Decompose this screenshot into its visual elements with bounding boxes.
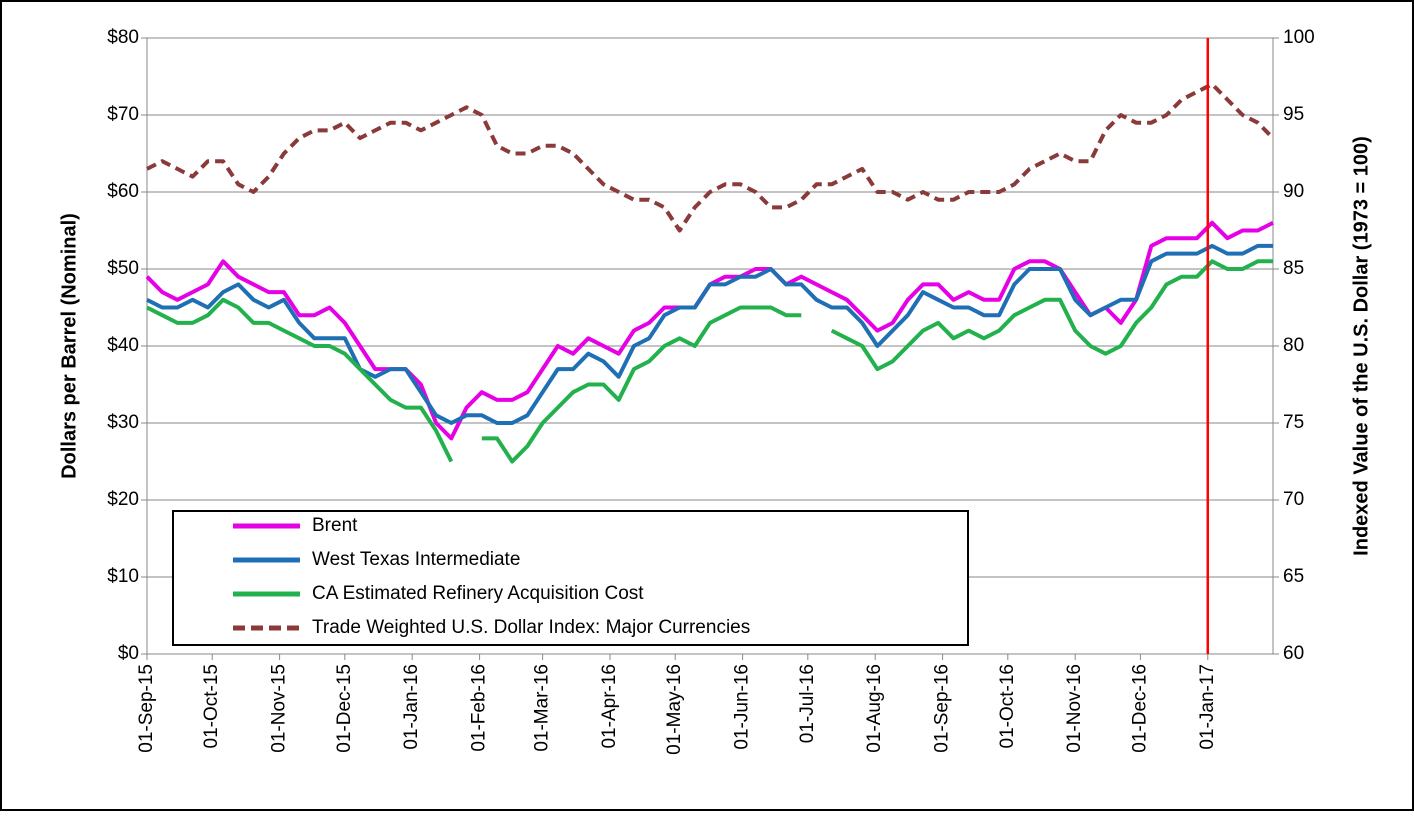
y-tick-label: $70 xyxy=(107,104,139,125)
y-tick-label: $0 xyxy=(118,643,139,664)
y-tick-label: $80 xyxy=(107,27,139,48)
legend-label: Trade Weighted U.S. Dollar Index: Major … xyxy=(312,617,750,638)
y2-tick-label: 75 xyxy=(1283,412,1304,433)
x-tick-label: 01-Apr-16 xyxy=(599,664,620,749)
y2-axis-label: Indexed Value of the U.S. Dollar (1973 =… xyxy=(1350,136,1372,556)
x-tick-label: 01-Dec-16 xyxy=(1129,664,1150,753)
y2-tick-label: 70 xyxy=(1283,489,1304,510)
series-line xyxy=(146,259,1273,464)
y-axis-label: Dollars per Barrel (Nominal) xyxy=(58,213,80,479)
y2-tick-label: 100 xyxy=(1283,27,1315,48)
series-line xyxy=(146,82,1275,233)
x-tick-label: 01-Feb-16 xyxy=(469,664,490,752)
x-tick-label: 01-Nov-16 xyxy=(1064,664,1085,753)
y2-tick-label: 95 xyxy=(1283,104,1304,125)
x-tick-label: 01-Sep-16 xyxy=(932,664,953,753)
series-line xyxy=(146,243,1273,425)
y2-tick-label: 80 xyxy=(1283,335,1304,356)
y-tick-label: $20 xyxy=(107,489,139,510)
x-tick-label: 01-Oct-16 xyxy=(997,664,1018,748)
y2-tick-label: 60 xyxy=(1283,643,1304,664)
x-tick-label: 01-May-16 xyxy=(664,664,685,755)
y2-tick-label: 85 xyxy=(1283,258,1304,279)
x-tick-label: 01-Jul-16 xyxy=(797,664,818,743)
x-tick-label: 01-Nov-15 xyxy=(269,664,290,753)
x-tick-label: 01-Mar-16 xyxy=(532,664,553,752)
y-tick-label: $40 xyxy=(107,335,139,356)
plot-border xyxy=(146,37,1274,655)
x-tick-label: 01-Jan-17 xyxy=(1197,664,1218,750)
y-tick-label: $60 xyxy=(107,181,139,202)
y2-tick-label: 90 xyxy=(1283,181,1304,202)
x-tick-label: 01-Dec-15 xyxy=(334,664,355,753)
x-tick-label: 01-Jan-16 xyxy=(401,664,422,750)
x-tick-label: 01-Aug-16 xyxy=(864,664,885,753)
y-tick-label: $50 xyxy=(107,258,139,279)
legend-label: CA Estimated Refinery Acquisition Cost xyxy=(312,583,644,604)
legend-label: West Texas Intermediate xyxy=(312,549,520,570)
y-tick-label: $30 xyxy=(107,412,139,433)
x-tick-label: 01-Oct-15 xyxy=(201,664,222,748)
legend-box xyxy=(172,510,969,646)
x-tick-label: 01-Jun-16 xyxy=(732,664,753,750)
x-tick-label: 01-Sep-15 xyxy=(136,664,157,753)
y-tick-label: $10 xyxy=(107,566,139,587)
legend-label: Brent xyxy=(312,515,358,536)
y2-tick-label: 65 xyxy=(1283,566,1304,587)
